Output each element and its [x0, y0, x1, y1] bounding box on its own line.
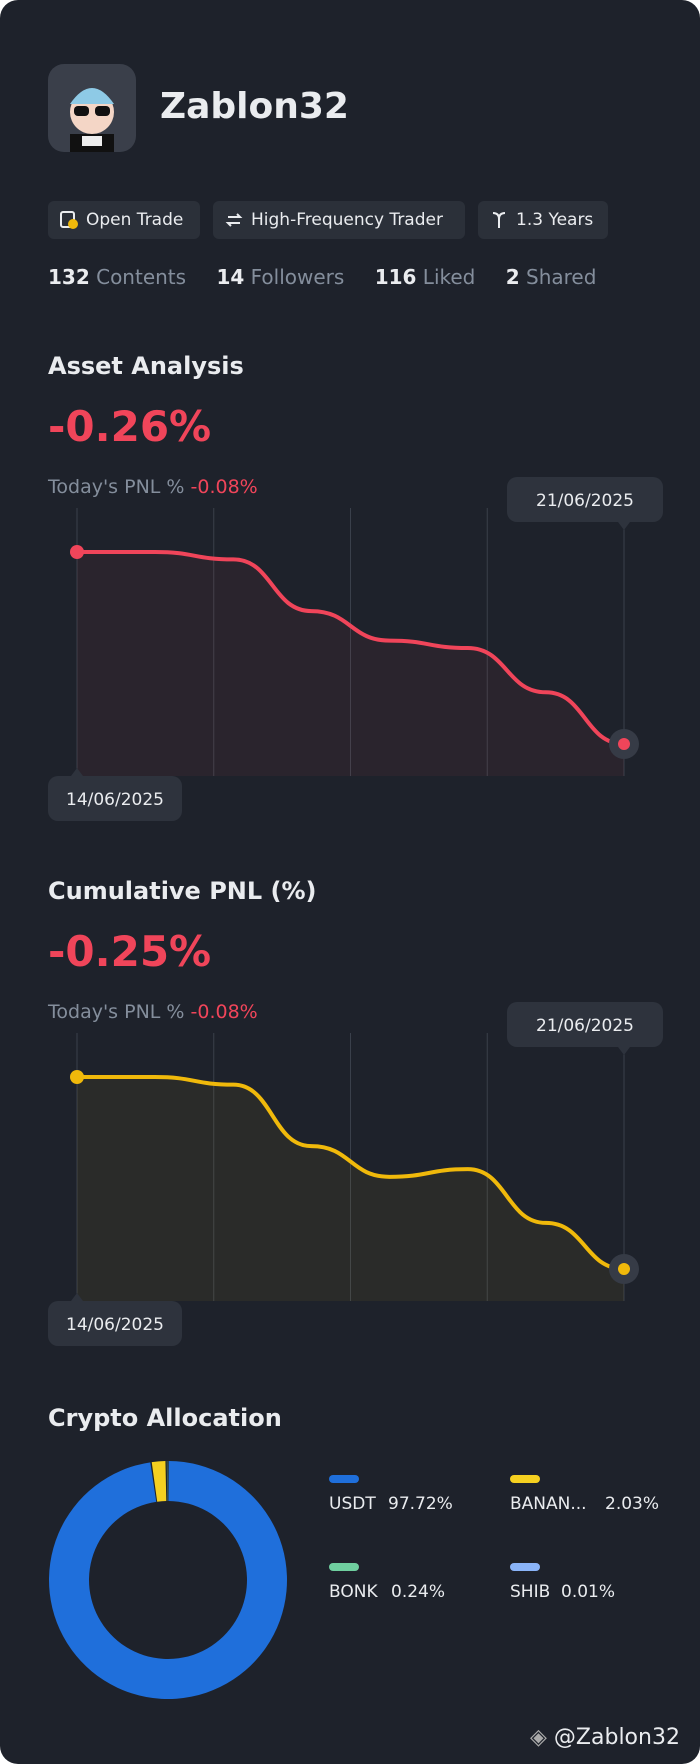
date-label: 21/06/2025 [536, 491, 634, 511]
legend-swatch [329, 1563, 359, 1571]
headline-value: -0.26% [48, 402, 212, 451]
legend-swatch [510, 1563, 540, 1571]
headline-value: -0.25% [48, 927, 212, 976]
tooltip-box [507, 1002, 663, 1055]
tag-text: High-Frequency Trader [251, 210, 443, 230]
line [77, 1075, 625, 1271]
tag: High-Frequency Trader [213, 201, 465, 239]
tag-text: 1.3 Years [516, 210, 594, 230]
tooltip-box [48, 768, 182, 821]
footer-handle: @Zablon32 [553, 1725, 680, 1750]
stat-label: Shared [526, 265, 597, 289]
stat-value: 116 [374, 265, 417, 289]
stat-label: Followers [250, 265, 345, 289]
section-title: Asset Analysis [48, 352, 244, 380]
section-title: Cumulative PNL (%) [48, 877, 317, 905]
tooltip-box [507, 477, 663, 530]
today-value: -0.08% [190, 1001, 258, 1023]
tag: 1.3 Years [478, 201, 608, 239]
stats: 132 Contents 14 Followers 116 Liked 2 Sh… [48, 265, 620, 289]
start-dot [70, 545, 84, 559]
stat-value: 2 [505, 265, 520, 289]
date-label: 14/06/2025 [66, 1315, 164, 1335]
today-label: Today's PNL % [48, 476, 185, 498]
end-dot [618, 738, 630, 750]
donut-chart: USDT 97.72% BANAN... 2.03% BONK 0.24% SHIB 0.01… [49, 1461, 659, 1699]
date-label: 14/06/2025 [66, 790, 164, 810]
stat-label: Contents [96, 265, 187, 289]
stat-value: 14 [216, 265, 245, 289]
line-chart: 21/06/2025 14/06/2025 [48, 1002, 663, 1346]
stat-label: Liked [422, 265, 476, 289]
stat-value: 132 [48, 265, 90, 289]
line-chart: 21/06/2025 14/06/2025 [48, 477, 663, 821]
legend-swatch [510, 1475, 540, 1483]
today-pnl: Today's PNL % -0.08% [48, 1001, 258, 1023]
area [77, 1077, 624, 1301]
donut-segment [166, 1461, 168, 1502]
today-pnl: Today's PNL % -0.08% [48, 476, 258, 498]
legend-label: BONK [329, 1582, 378, 1602]
legend-label: USDT [329, 1494, 376, 1514]
today-value: -0.08% [190, 476, 258, 498]
tooltip-box [48, 1293, 182, 1346]
legend-value: 0.01% [561, 1582, 615, 1602]
donut-segment [151, 1461, 167, 1502]
date-label: 21/06/2025 [536, 1016, 634, 1036]
legend-swatch [329, 1475, 359, 1483]
line [77, 550, 625, 746]
area [77, 552, 624, 776]
legend-label: BANAN... [510, 1494, 587, 1514]
legend-value: 2.03% [605, 1494, 659, 1514]
end-dot [618, 1263, 630, 1275]
tag-text: Open Trade [86, 210, 184, 230]
legend-value: 97.72% [388, 1494, 453, 1514]
start-dot [70, 1070, 84, 1084]
section-title: Crypto Allocation [48, 1404, 282, 1432]
today-label: Today's PNL % [48, 1001, 185, 1023]
username: Zablon32 [160, 86, 349, 127]
legend-value: 0.24% [391, 1582, 445, 1602]
footer: ◈ @Zablon32 [530, 1725, 680, 1750]
legend-label: SHIB [510, 1582, 550, 1602]
donut-segment [49, 1461, 287, 1699]
tag: Open Trade [48, 201, 200, 239]
avatar [48, 64, 136, 152]
